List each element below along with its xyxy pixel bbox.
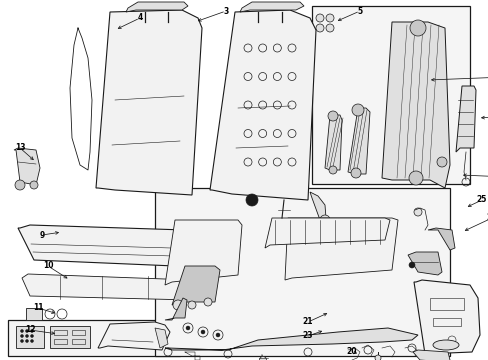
Text: 11: 11 (33, 303, 43, 312)
Polygon shape (285, 218, 397, 280)
Circle shape (408, 171, 422, 185)
Circle shape (319, 215, 329, 225)
Text: 22: 22 (486, 213, 488, 222)
Polygon shape (240, 2, 304, 12)
Polygon shape (164, 328, 417, 350)
Polygon shape (18, 225, 198, 266)
Circle shape (185, 326, 190, 330)
Polygon shape (164, 220, 242, 285)
Circle shape (30, 181, 38, 189)
Text: 3: 3 (223, 6, 228, 15)
Circle shape (25, 334, 28, 338)
Text: 5: 5 (357, 6, 362, 15)
Bar (54, 339, 67, 344)
Circle shape (173, 300, 183, 310)
Circle shape (20, 339, 23, 342)
Polygon shape (172, 266, 220, 305)
Polygon shape (264, 218, 389, 248)
Bar (50, 326, 90, 348)
Ellipse shape (432, 340, 458, 350)
Polygon shape (407, 252, 441, 275)
Circle shape (409, 20, 425, 36)
Circle shape (325, 24, 333, 32)
Polygon shape (455, 86, 475, 152)
Circle shape (30, 329, 34, 333)
Circle shape (245, 194, 258, 206)
Circle shape (259, 356, 266, 360)
Bar (54, 330, 67, 335)
Text: 21: 21 (302, 318, 313, 327)
Circle shape (20, 334, 23, 338)
Circle shape (350, 168, 360, 178)
Polygon shape (98, 322, 170, 350)
Circle shape (15, 180, 25, 190)
Bar (311, 6, 469, 184)
Text: 12: 12 (25, 325, 35, 334)
Text: 9: 9 (40, 230, 44, 239)
Polygon shape (413, 280, 479, 354)
Circle shape (216, 333, 220, 337)
Polygon shape (155, 328, 168, 348)
Circle shape (203, 298, 212, 306)
Text: 10: 10 (42, 261, 53, 270)
Circle shape (25, 339, 28, 342)
Polygon shape (347, 108, 369, 174)
Circle shape (315, 14, 324, 22)
Polygon shape (427, 228, 454, 250)
Circle shape (351, 104, 363, 116)
Bar (16, 326, 44, 348)
Bar (432, 318, 460, 326)
Circle shape (201, 330, 204, 334)
Bar (155, 188, 449, 356)
Circle shape (327, 111, 337, 121)
Circle shape (25, 329, 28, 333)
Polygon shape (126, 2, 187, 12)
Circle shape (413, 208, 421, 216)
Bar (72, 339, 85, 344)
Polygon shape (309, 192, 325, 220)
Polygon shape (381, 22, 449, 188)
Circle shape (408, 262, 414, 268)
Circle shape (436, 157, 446, 167)
Bar (8, 320, 180, 356)
Circle shape (187, 301, 196, 309)
Circle shape (30, 334, 34, 338)
Circle shape (315, 24, 324, 32)
Polygon shape (22, 274, 198, 300)
Polygon shape (175, 230, 195, 264)
Polygon shape (209, 10, 315, 200)
Text: 23: 23 (302, 332, 313, 341)
Polygon shape (14, 148, 40, 185)
Bar (26, 308, 42, 320)
Circle shape (20, 329, 23, 333)
Bar (429, 298, 463, 310)
Circle shape (328, 166, 336, 174)
Text: 4: 4 (137, 13, 142, 22)
Circle shape (325, 14, 333, 22)
Circle shape (30, 339, 34, 342)
Text: 20: 20 (346, 347, 357, 356)
Polygon shape (96, 10, 202, 195)
Bar (72, 330, 85, 335)
Text: 13: 13 (15, 144, 25, 153)
Polygon shape (164, 298, 186, 320)
Circle shape (374, 355, 380, 360)
Polygon shape (325, 115, 341, 170)
Polygon shape (412, 350, 449, 360)
Text: 25: 25 (476, 195, 486, 204)
